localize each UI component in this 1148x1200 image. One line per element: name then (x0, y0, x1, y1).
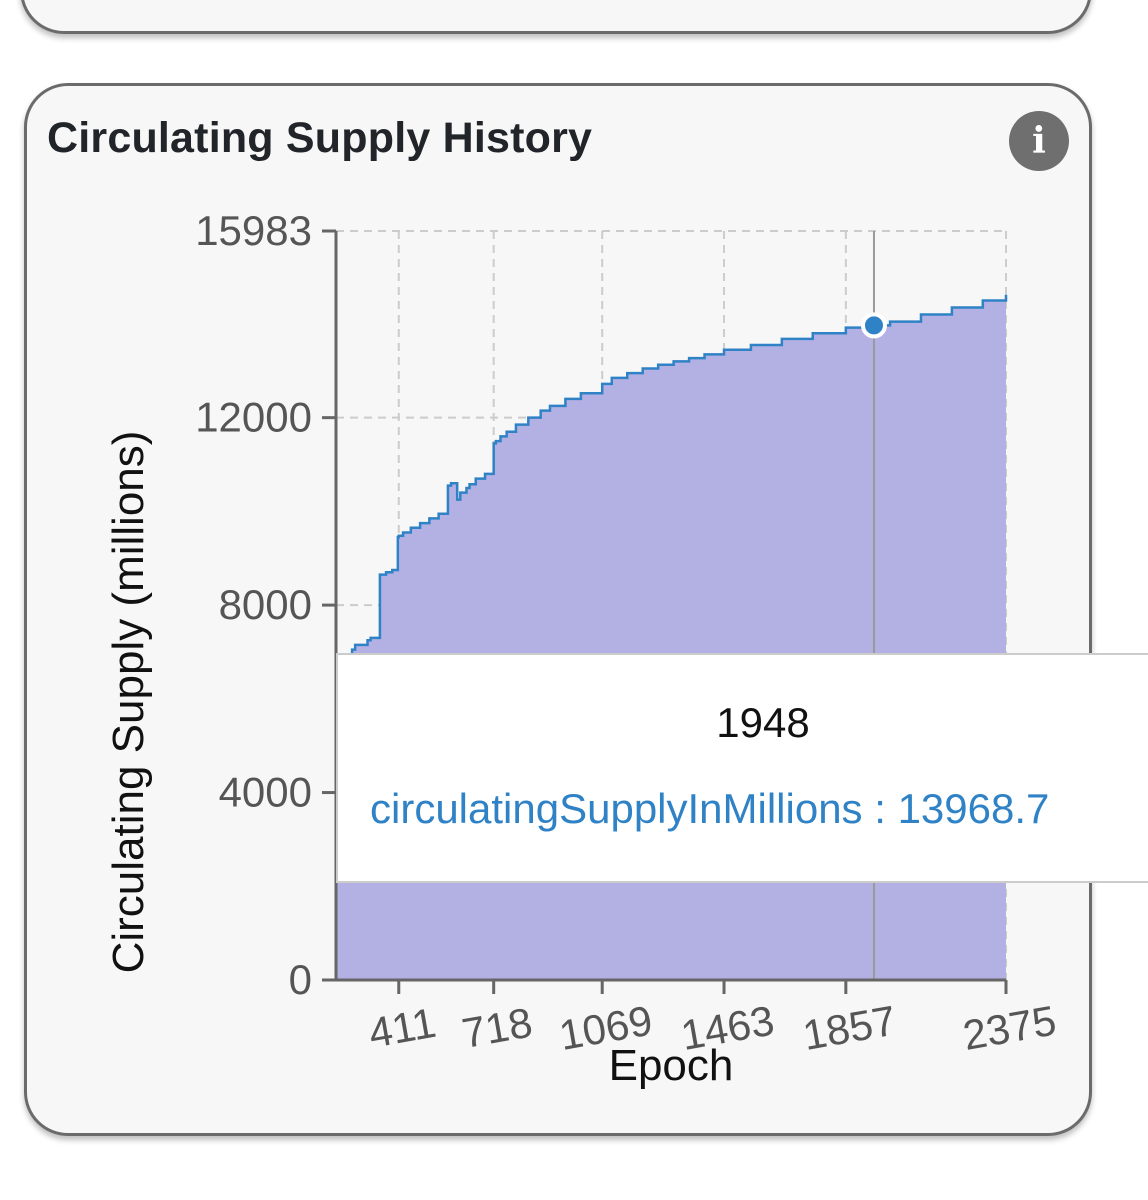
supply-area-line (336, 294, 1008, 656)
tooltip-separator: : (862, 785, 898, 832)
y-axis-title: Circulating Supply (millions) (104, 431, 153, 974)
y-tick-label: 4000 (219, 769, 312, 816)
chart-tooltip: 1948 circulatingSupplyInMillions : 13968… (336, 653, 1148, 883)
card-title: Circulating Supply History (47, 114, 593, 162)
info-icon[interactable]: i (1009, 111, 1069, 171)
tooltip-value: 13968.7 (897, 785, 1050, 832)
y-tick-label: 0 (289, 956, 312, 1003)
tooltip-item: circulatingSupplyInMillions : 13968.7 (370, 785, 1049, 833)
previous-card (20, 0, 1092, 34)
highlight-point (860, 312, 887, 339)
x-tick-label: 2375 (959, 996, 1059, 1059)
x-axis-title: Epoch (609, 1041, 734, 1090)
y-tick-label: 15983 (195, 207, 312, 254)
x-tick-label: 1857 (799, 996, 899, 1059)
x-tick-label: 411 (365, 999, 439, 1057)
tooltip-series-name: circulatingSupplyInMillions (370, 785, 863, 832)
tooltip-label: 1948 (716, 699, 810, 746)
y-tick-label: 8000 (219, 581, 312, 628)
y-tick-label: 12000 (195, 394, 312, 441)
x-tick-label: 718 (459, 998, 536, 1056)
